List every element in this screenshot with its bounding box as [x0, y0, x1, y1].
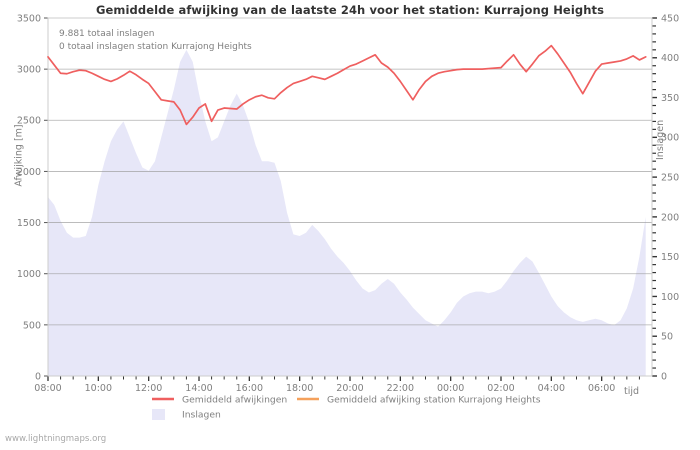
y-axis-right-label: Inslagen [655, 119, 666, 160]
y-axis-right-tick-label: 400 [661, 53, 679, 64]
series-line-gemiddeld-afwijkingen [47, 44, 647, 126]
y-axis-right-tick-label: 100 [661, 292, 679, 303]
y-axis-right-tick-label: 350 [661, 93, 679, 104]
x-axis-tick-label: 20:00 [336, 383, 363, 394]
y-axis-right-tick-label: 450 [661, 13, 679, 24]
x-axis-tick-label: 04:00 [538, 383, 565, 394]
y-axis-left-tick-label: 1000 [17, 269, 41, 280]
x-axis-tick-label: 18:00 [286, 383, 313, 394]
legend-label: Gemiddeld afwijking station Kurrajong He… [327, 395, 541, 406]
y-axis-left-label: Afwijking [m] [13, 124, 25, 187]
x-axis-tick-label: 10:00 [85, 383, 112, 394]
x-axis-tick-label: 12:00 [135, 383, 162, 394]
x-axis-tick-label: 14:00 [185, 383, 212, 394]
y-axis-right-tick-label: 150 [661, 252, 679, 263]
plot-frame [47, 17, 653, 377]
chart-title: Gemiddelde afwijking van de laatste 24h … [95, 3, 605, 17]
y-axis-left-tick-label: 3000 [17, 65, 41, 76]
y-axis-left-tick-label: 2500 [17, 116, 41, 127]
y-axis-left-tick-label: 3500 [17, 13, 41, 24]
y-axis-right-tick-label: 300 [661, 133, 679, 144]
x-axis-label: tijd [624, 386, 640, 397]
legend-label: Inslagen [182, 410, 221, 421]
y-axis-left-tick-label: 2000 [17, 167, 41, 178]
y-axis-left-tick-label: 1500 [17, 218, 41, 229]
x-axis-tick-label: 00:00 [437, 383, 464, 394]
legend-label: Gemiddeld afwijkingen [182, 395, 287, 406]
y-axis-left-tick-label: 500 [23, 320, 41, 331]
y-axis-right-tick-label: 0 [661, 371, 667, 382]
annotation-total-strikes: 9.881 totaal inslagen [59, 29, 154, 39]
x-axis-tick-label: 08:00 [34, 383, 61, 394]
legend-item[interactable]: Gemiddeld afwijking station Kurrajong He… [297, 395, 541, 406]
footer-watermark: www.lightningmaps.org [5, 434, 107, 444]
y-axis-right-tick-label: 250 [661, 173, 679, 184]
annotation-station-strikes: 0 totaal inslagen station Kurrajong Heig… [59, 42, 252, 52]
legend-item[interactable]: Inslagen [152, 409, 221, 421]
y-axis-left-tick-label: 0 [35, 371, 41, 382]
y-axis-right-tick-label: 50 [661, 332, 673, 343]
x-axis-tick-label: 06:00 [588, 383, 615, 394]
x-axis-tick-label: 02:00 [487, 383, 514, 394]
y-axis-right-tick-label: 200 [661, 212, 679, 223]
series-area-inslagen [48, 49, 646, 376]
x-axis-tick-label: 22:00 [387, 383, 414, 394]
legend-swatch-area [152, 409, 165, 420]
x-axis-tick-label: 16:00 [236, 383, 263, 394]
legend-item[interactable]: Gemiddeld afwijkingen [152, 395, 287, 406]
